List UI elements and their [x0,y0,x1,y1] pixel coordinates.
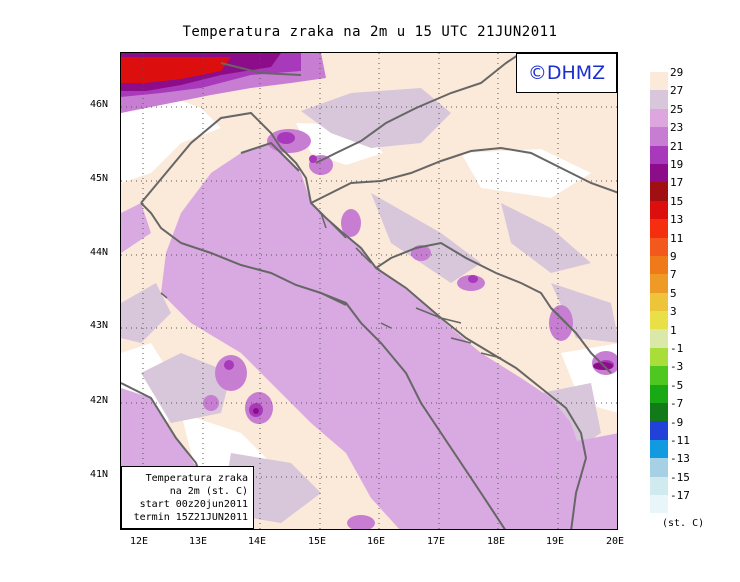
colorbar-swatch [650,403,668,422]
coastlines [121,53,617,529]
colorbar-label: -13 [670,452,690,466]
colorbar-swatch [650,311,668,330]
colorbar-swatch [650,458,668,477]
colorbar-label: 23 [670,121,684,135]
colorbar-swatch [650,494,668,514]
colorbar-swatch [650,439,668,459]
colorbar-label: 7 [670,268,677,282]
temperature-colorbar [650,72,668,514]
lon-label: 13E [189,536,208,547]
colorbar-label: 3 [670,305,677,319]
colorbar-label: -3 [670,360,684,374]
colorbar-label: 5 [670,286,677,300]
colorbar-swatch [650,274,668,293]
lat-label: 42N [90,395,109,406]
lat-label: 45N [90,173,109,184]
lat-label: 46N [90,99,109,110]
colorbar-label: 21 [670,139,684,153]
colorbar-label: 13 [670,213,684,227]
colorbar-label: -1 [670,342,684,355]
lon-label: 19E [546,536,565,547]
colorbar-label: 25 [670,102,684,116]
dhmz-logo: ©DHMZ [516,53,617,93]
colorbar-label: 11 [670,231,684,245]
colorbar-unit: (st. C) [662,518,705,529]
colorbar-swatch [650,108,668,128]
lon-label: 14E [248,536,267,547]
colorbar-label: 27 [670,84,684,98]
colorbar-label: -17 [670,489,690,503]
colorbar-label: 17 [670,176,684,190]
colorbar-swatch [650,127,668,146]
colorbar-swatch [650,347,668,367]
lon-label: 18E [487,536,506,547]
lon-label: 17E [427,536,446,547]
colorbar-swatch [650,329,668,348]
colorbar-swatch [650,384,668,404]
map-title: Temperatura zraka na 2m u 15 UTC 21JUN20… [182,24,558,40]
lat-label: 41N [90,469,109,480]
colorbar-label: -9 [670,415,684,429]
lon-label: 15E [308,536,327,547]
info-box: Temperatura zraka na 2m (st. C) start 00… [121,466,254,529]
colorbar-swatch [650,237,668,256]
colorbar-label: 1 [670,323,677,337]
lon-label: 20E [606,536,625,547]
colorbar-swatch [650,72,668,91]
colorbar-label: -7 [670,397,684,411]
colorbar-label: -15 [670,470,690,484]
colorbar-swatch [650,145,668,164]
colorbar-swatch [650,90,668,109]
map-canvas [121,53,617,529]
adriatic-sea [161,143,581,529]
colorbar-swatch [650,292,668,312]
lat-label: 43N [90,320,109,331]
colorbar-swatch [650,182,668,201]
colorbar-swatch [650,366,668,385]
colorbar-label: 19 [670,158,684,171]
temperature-map [120,52,618,530]
lon-label: 12E [130,536,149,547]
graticule [121,53,617,529]
colorbar-swatch [650,421,668,440]
extreme-spot-italy [253,408,259,414]
info-line-start: start 00z20jun2011 [139,499,248,510]
colorbar-swatch [650,476,668,495]
lat-label: 44N [90,247,109,258]
ligurian-sea [121,203,151,253]
colorbar-swatch [650,255,668,275]
info-line-termin: termin 15Z21JUN2011 [133,512,248,523]
colorbar-label: -11 [670,434,690,447]
colorbar-label: 29 [670,66,684,79]
islands [160,202,502,359]
colorbar-swatch [650,200,668,220]
colorbar-swatch [650,163,668,183]
colorbar-label: 9 [670,250,677,263]
colorbar-label: -5 [670,378,684,392]
colorbar-swatch [650,219,668,238]
colorbar-label: 15 [670,194,684,208]
info-line-title: Temperatura zraka [145,473,248,484]
lon-label: 16E [367,536,386,547]
info-line-units: na 2m (st. C) [169,486,248,497]
